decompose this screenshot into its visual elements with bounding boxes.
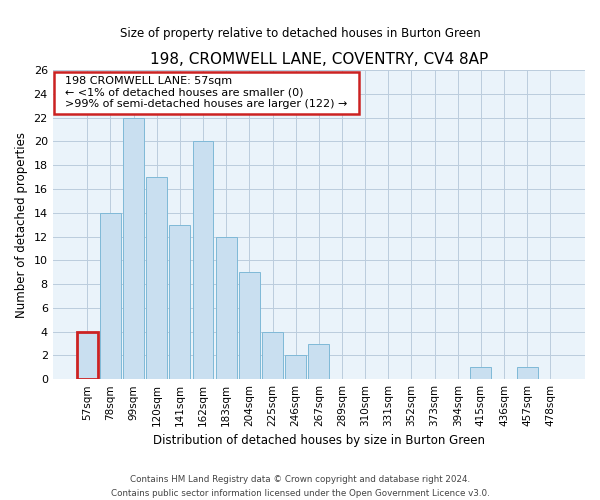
Title: 198, CROMWELL LANE, COVENTRY, CV4 8AP: 198, CROMWELL LANE, COVENTRY, CV4 8AP [150,52,488,68]
Bar [517,368,538,379]
Bar [77,332,98,379]
Bar [470,368,491,379]
Bar [169,224,190,379]
Bar [262,332,283,379]
Bar [285,356,306,379]
Bar [308,344,329,379]
Bar [146,177,167,379]
Y-axis label: Number of detached properties: Number of detached properties [15,132,28,318]
Bar [100,212,121,379]
Bar [239,272,260,379]
Text: Contains HM Land Registry data © Crown copyright and database right 2024.
Contai: Contains HM Land Registry data © Crown c… [110,476,490,498]
Text: Size of property relative to detached houses in Burton Green: Size of property relative to detached ho… [119,28,481,40]
Text: 198 CROMWELL LANE: 57sqm
  ← <1% of detached houses are smaller (0)
  >99% of se: 198 CROMWELL LANE: 57sqm ← <1% of detach… [58,76,355,110]
X-axis label: Distribution of detached houses by size in Burton Green: Distribution of detached houses by size … [153,434,485,448]
Bar [193,142,214,379]
Bar [123,118,144,379]
Bar [216,236,236,379]
